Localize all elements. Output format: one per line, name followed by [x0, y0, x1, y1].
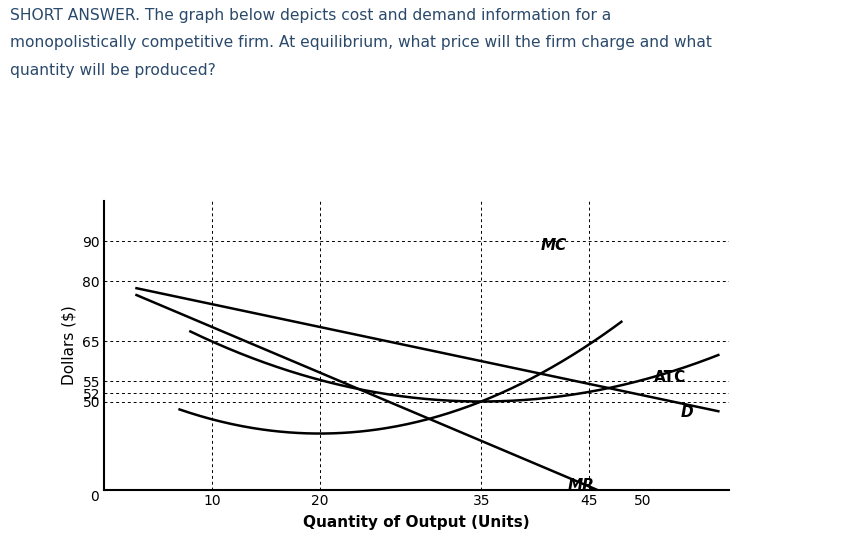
Y-axis label: Dollars ($): Dollars ($) [62, 306, 76, 385]
Text: ATC: ATC [654, 370, 686, 385]
Text: monopolistically competitive firm. At equilibrium, what price will the firm char: monopolistically competitive firm. At eq… [10, 35, 713, 51]
Text: SHORT ANSWER. The graph below depicts cost and demand information for a: SHORT ANSWER. The graph below depicts co… [10, 8, 612, 23]
Text: 0: 0 [90, 490, 99, 504]
Text: quantity will be produced?: quantity will be produced? [10, 63, 216, 78]
Text: MC: MC [541, 238, 567, 254]
Text: D: D [681, 405, 694, 420]
Text: MR: MR [568, 478, 595, 492]
X-axis label: Quantity of Output (Units): Quantity of Output (Units) [303, 515, 530, 530]
